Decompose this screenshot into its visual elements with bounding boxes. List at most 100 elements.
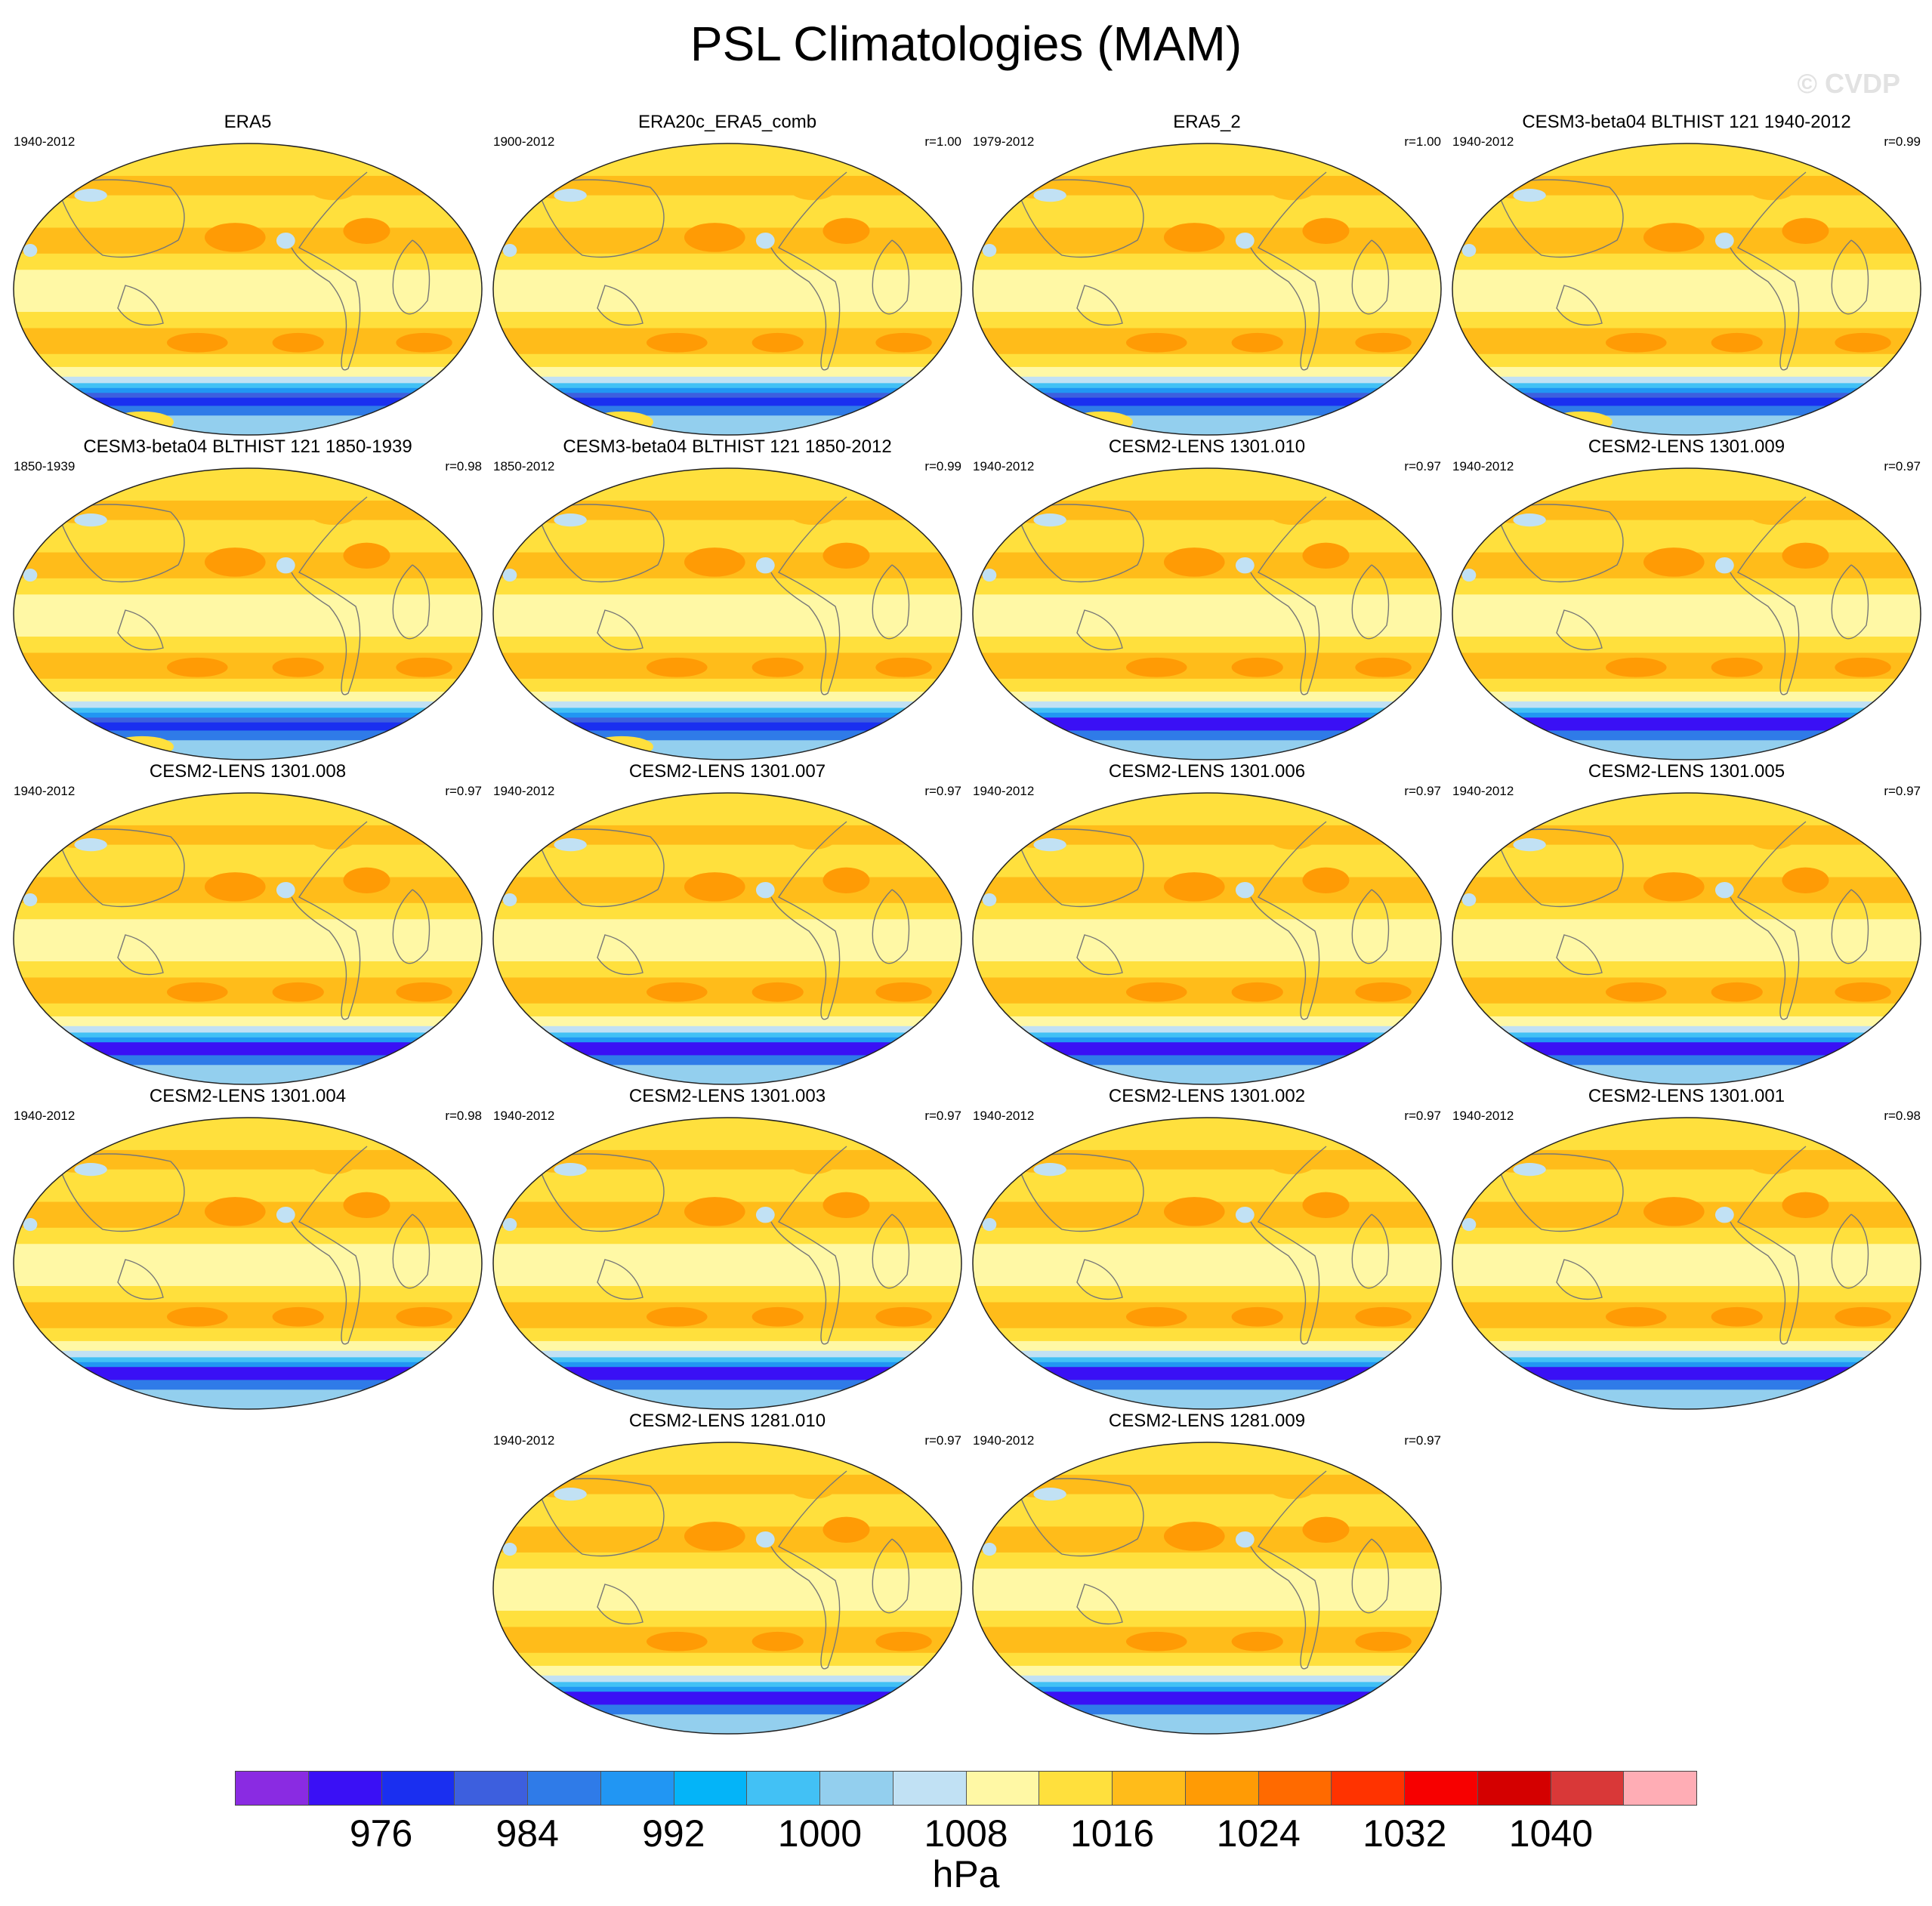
pressure-band xyxy=(14,415,482,435)
coastline xyxy=(1556,934,1603,976)
coastline xyxy=(872,889,910,964)
pressure-band xyxy=(973,195,1441,212)
low-pressure-cell xyxy=(1461,568,1477,582)
pressure-band xyxy=(973,1328,1441,1342)
panel-pattern-correlation: r=0.97 xyxy=(1884,784,1921,798)
pressure-band xyxy=(493,712,961,718)
coastline xyxy=(1495,504,1624,583)
cvdp-watermark: © CVDP xyxy=(1797,68,1900,99)
pressure-band xyxy=(973,1442,1441,1476)
low-pressure-cell xyxy=(1235,1531,1255,1548)
panel-pattern-correlation: r=0.99 xyxy=(1884,134,1921,149)
map-outline xyxy=(972,1442,1442,1735)
high-pressure-cell xyxy=(1125,332,1187,353)
pressure-band xyxy=(493,1714,961,1734)
high-pressure-cell xyxy=(1605,332,1667,353)
chart-title: PSL Climatologies (MAM) xyxy=(690,17,1242,71)
pressure-band xyxy=(14,1047,482,1056)
coastline xyxy=(597,285,643,326)
pressure-band xyxy=(493,338,961,355)
colorbar-box xyxy=(893,1772,967,1805)
pressure-band xyxy=(973,701,1441,708)
pressure-band xyxy=(973,270,1441,313)
pressure-band xyxy=(493,730,961,741)
high-pressure-cell xyxy=(1355,332,1412,353)
pressure-band xyxy=(1452,977,1921,988)
high-pressure-cell xyxy=(1835,982,1891,1002)
pressure-band xyxy=(1452,270,1921,313)
high-pressure-cell xyxy=(1231,1306,1283,1327)
coastline xyxy=(291,1146,368,1345)
pressure-band xyxy=(973,383,1441,389)
coastline xyxy=(1016,504,1144,583)
pressure-band xyxy=(1452,143,1921,177)
coastline xyxy=(1076,609,1123,651)
low-pressure-cell xyxy=(1033,838,1066,852)
pressure-band xyxy=(493,1328,961,1342)
colorbar-box xyxy=(1477,1772,1551,1805)
pressure-band xyxy=(1452,1032,1921,1038)
high-pressure-cell xyxy=(310,1152,357,1175)
low-pressure-cell xyxy=(982,243,997,258)
high-pressure-cell xyxy=(1269,1152,1316,1175)
pressure-band xyxy=(973,740,1441,760)
pressure-band xyxy=(14,1340,482,1352)
pressure-band xyxy=(493,701,961,708)
pressure-band xyxy=(973,1169,1441,1186)
low-pressure-cell xyxy=(23,243,38,258)
pressure-band xyxy=(973,338,1441,355)
high-pressure-cell xyxy=(875,982,932,1002)
coastline xyxy=(1556,285,1603,326)
pressure-band xyxy=(493,1227,961,1244)
low-pressure-cell xyxy=(982,893,997,907)
panel-title: CESM2-LENS 1301.003 xyxy=(628,1086,826,1106)
pressure-band xyxy=(1452,1302,1921,1312)
pressure-band xyxy=(1452,961,1921,978)
pressure-band xyxy=(14,902,482,920)
high-pressure-cell xyxy=(396,657,452,677)
pressure-band xyxy=(973,662,1441,680)
low-pressure-cell xyxy=(1513,189,1546,202)
pressure-band xyxy=(493,1042,961,1048)
pressure-band xyxy=(973,143,1441,177)
low-pressure-cell xyxy=(554,514,587,527)
colorbar-box xyxy=(528,1772,601,1805)
pressure-band xyxy=(493,1286,961,1303)
coastline xyxy=(291,171,368,371)
panel-title: CESM2-LENS 1301.008 xyxy=(149,761,347,782)
pressure-band xyxy=(14,1389,482,1409)
pressure-band xyxy=(14,1003,482,1017)
low-pressure-cell xyxy=(1235,232,1255,249)
pressure-band xyxy=(493,578,961,595)
high-pressure-cell xyxy=(752,332,804,353)
low-pressure-cell xyxy=(982,1542,997,1556)
high-pressure-cell xyxy=(396,982,452,1002)
coastline xyxy=(1250,496,1327,695)
pressure-band xyxy=(493,376,961,384)
pressure-band xyxy=(493,678,961,692)
antarctic-plateau xyxy=(110,736,174,757)
pressure-band xyxy=(973,637,1441,653)
pressure-band xyxy=(973,1016,1441,1027)
pressure-band xyxy=(493,397,961,406)
coastline xyxy=(117,1259,164,1300)
high-pressure-cell xyxy=(204,547,266,577)
high-pressure-cell xyxy=(1643,223,1705,252)
colorbar-tick-labels: 976 984 992 1000 1008 1016 1024 1032 1040 xyxy=(235,1809,1697,1858)
colorbar-box xyxy=(1624,1772,1696,1805)
panel-title: CESM2-LENS 1301.010 xyxy=(1108,436,1306,457)
pressure-band xyxy=(973,712,1441,718)
pressure-band xyxy=(973,1227,1441,1244)
pressure-band xyxy=(493,594,961,637)
pressure-band xyxy=(1452,730,1921,741)
panel-years: 1940-2012 xyxy=(973,1433,1035,1448)
high-pressure-cell xyxy=(1711,332,1763,353)
high-pressure-cell xyxy=(1269,177,1316,201)
coastline xyxy=(1556,609,1603,651)
pressure-band xyxy=(973,1118,1441,1151)
coastline xyxy=(536,828,665,908)
pressure-band xyxy=(14,253,482,270)
coastline xyxy=(1730,1146,1807,1345)
high-pressure-cell xyxy=(1231,982,1283,1002)
pressure-band xyxy=(493,1696,961,1705)
